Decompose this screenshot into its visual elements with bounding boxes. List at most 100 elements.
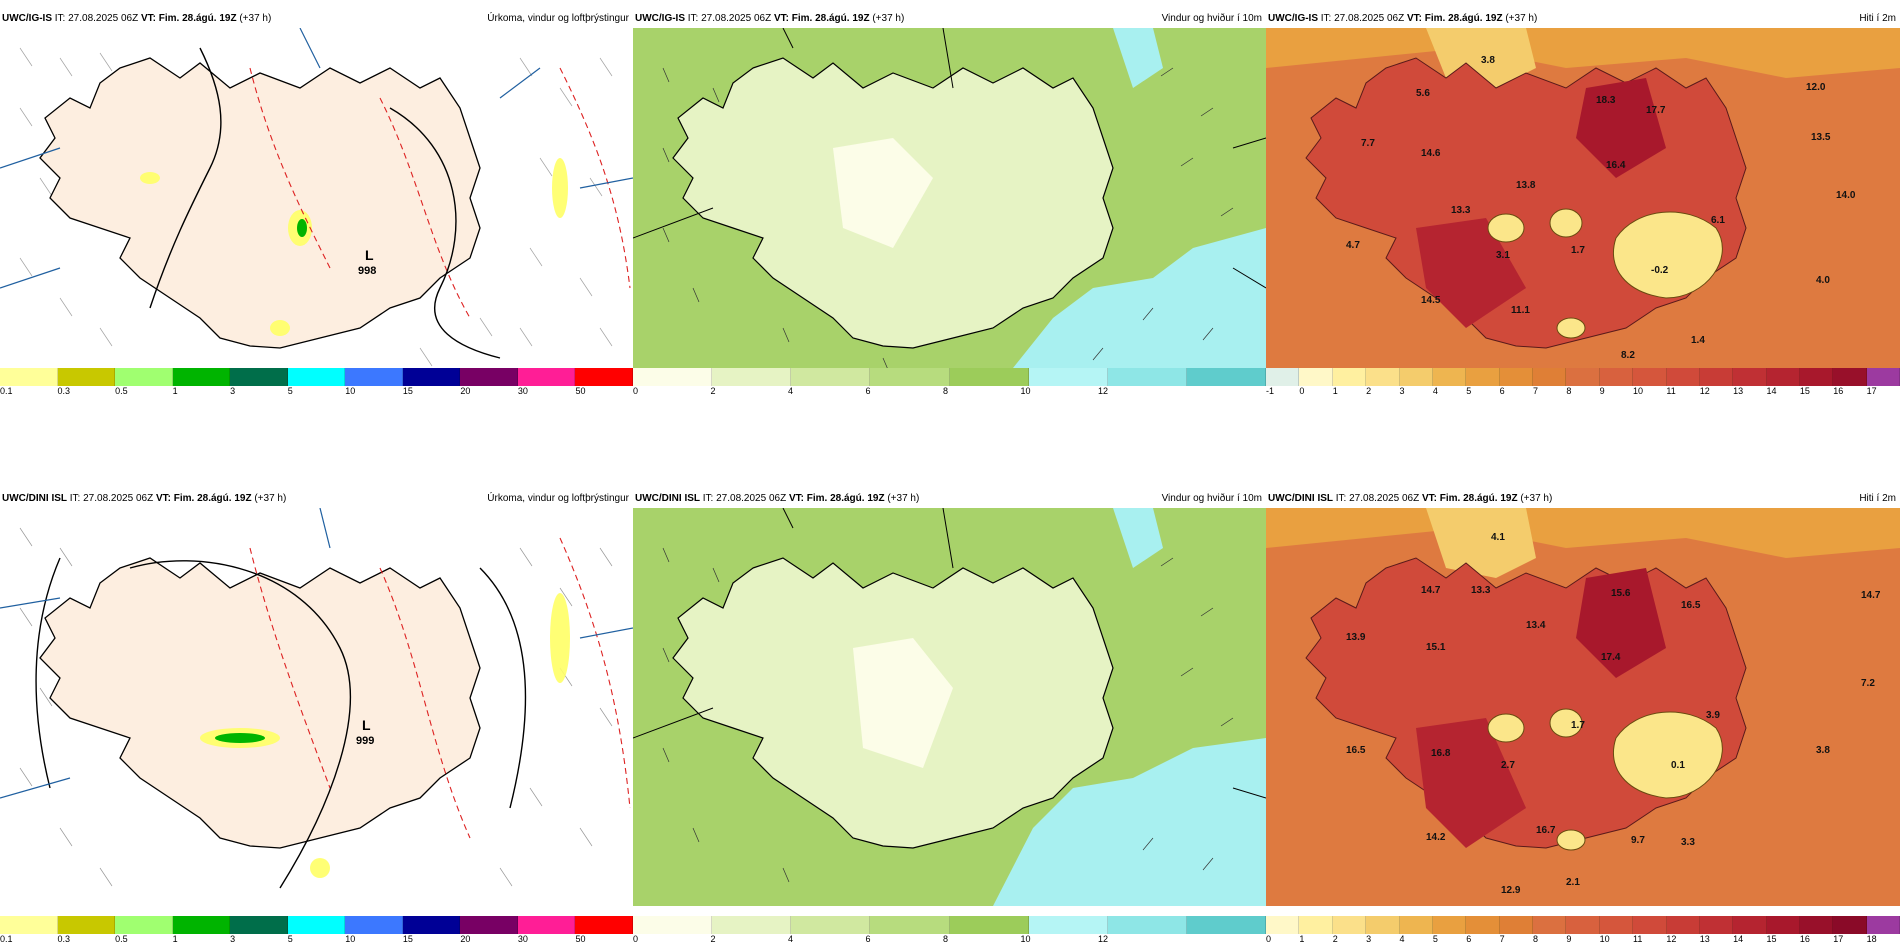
temp-map-svg: 4.1 14.7 13.3 15.6 16.5 14.7 13.4 13.9 15.1 17.4 7… — [1266, 508, 1900, 906]
panel-title: Hiti í 2m — [1859, 13, 1896, 24]
colorbar-tick-label: 6 — [1466, 934, 1472, 944]
temp-labels: 4.1 14.7 13.3 15.6 16.5 14.7 13.4 13.9 15.1 17.4 7… — [1346, 532, 1881, 896]
colorbar-swatch — [517, 916, 576, 934]
colorbar-swatch — [230, 916, 288, 934]
colorbar-swatch — [1266, 916, 1300, 934]
colorbar-swatch — [1432, 916, 1467, 934]
temperature-label: 14.0 — [1836, 190, 1856, 201]
panel-header: UWC/DINI ISL IT: 27.08.2025 06Z VT: Fim.… — [0, 490, 633, 508]
it-value: 27.08.2025 06Z — [701, 13, 772, 24]
temperature-label: 13.5 — [1811, 132, 1831, 143]
lead-time: (+37 h) — [254, 493, 287, 504]
colorbar-tick-label: 3 — [230, 934, 236, 944]
colorbar-tick-label: 5 — [287, 386, 293, 396]
temperature-label: 15.1 — [1426, 642, 1446, 653]
it-value: 27.08.2025 06Z — [68, 13, 139, 24]
colorbar-swatch — [345, 368, 403, 386]
colorbar-swatch — [1466, 368, 1500, 386]
colorbar-swatch — [633, 916, 713, 934]
colorbar-swatch — [575, 368, 634, 386]
wind-colorbar — [633, 916, 1266, 934]
colorbar-tick-label: 15 — [1799, 386, 1810, 396]
colorbar-tick-label: 2 — [1366, 386, 1372, 396]
colorbar-tick-label: 2 — [1332, 934, 1338, 944]
model-name: UWC/DINI ISL — [1268, 493, 1333, 504]
colorbar-swatch — [1766, 916, 1800, 934]
colorbar-swatch — [345, 916, 403, 934]
colorbar-tick-label: 12 — [1699, 386, 1710, 396]
temperature-label: 11.1 — [1511, 305, 1530, 316]
colorbar-swatch — [1366, 368, 1400, 386]
colorbar-swatch — [1466, 916, 1500, 934]
temperature-label: 15.6 — [1611, 588, 1631, 599]
colorbar-swatch — [1699, 916, 1734, 934]
colorbar-tick-label: 8 — [942, 934, 948, 944]
temperature-label: 13.3 — [1451, 205, 1471, 216]
temperature-label: 14.7 — [1861, 590, 1881, 601]
colorbar-swatch — [1800, 916, 1834, 934]
colorbar-tick-label: 30 — [517, 386, 528, 396]
colorbar-tick-label: 15 — [402, 386, 413, 396]
colorbar-swatch — [1533, 368, 1567, 386]
colorbar-tick-label: 9 — [1599, 386, 1605, 396]
temp-colorbar-ticks: -1012345678910111213141516171819 — [1266, 386, 1900, 398]
panel-header: UWC/IG-IS IT: 27.08.2025 06Z VT: Fim. 28… — [633, 10, 1266, 28]
colorbar-swatch — [287, 916, 346, 934]
colorbar-tick-label: 20 — [460, 386, 471, 396]
colorbar-tick-label: 0.5 — [115, 934, 128, 944]
colorbar-swatch — [1566, 916, 1600, 934]
temperature-label: 4.7 — [1346, 240, 1360, 251]
colorbar-tick-label: 9 — [1566, 934, 1572, 944]
temp-panel-row2: UWC/DINI ISL IT: 27.08.2025 06Z VT: Fim.… — [1266, 490, 1900, 950]
colorbar-tick-label: 50 — [575, 934, 586, 944]
temperature-label: 14.5 — [1421, 295, 1441, 306]
colorbar-swatch — [870, 368, 950, 386]
temperature-label: -0.2 — [1651, 265, 1669, 276]
colorbar-swatch — [460, 368, 518, 386]
colorbar-tick-label: 1 — [1299, 934, 1305, 944]
colorbar-swatch — [1432, 368, 1467, 386]
model-name: UWC/DINI ISL — [2, 493, 67, 504]
precip-map: L 998 — [0, 28, 633, 368]
vt-value: Fim. 28.ágú. 19Z — [1439, 493, 1518, 504]
temperature-label: 3.9 — [1706, 710, 1720, 721]
low-pressure-letter: L — [362, 717, 371, 733]
colorbar-swatch — [0, 368, 58, 386]
temperature-label: 17.7 — [1646, 105, 1666, 116]
colorbar-tick-label: 1 — [1332, 386, 1338, 396]
colorbar-tick-label: 0.3 — [57, 386, 71, 396]
temperature-label: 13.3 — [1471, 585, 1491, 596]
wind-panel-row2: UWC/DINI ISL IT: 27.08.2025 06Z VT: Fim.… — [633, 490, 1266, 950]
colorbar-tick-label: 10 — [1599, 934, 1610, 944]
colorbar-tick-label: 13 — [1699, 934, 1710, 944]
colorbar-swatch — [1366, 916, 1400, 934]
wind-map-svg — [633, 508, 1266, 906]
lead-time: (+37 h) — [1520, 493, 1553, 504]
temperature-label: 17.4 — [1601, 652, 1621, 663]
lead-time: (+37 h) — [1505, 13, 1538, 24]
temperature-label: 16.8 — [1431, 748, 1451, 759]
temp-colorbar — [1266, 916, 1900, 934]
it-label: IT: — [54, 13, 66, 24]
low-pressure-value: 998 — [358, 265, 376, 277]
colorbar-swatch — [460, 916, 518, 934]
vt-label: VT: — [155, 493, 171, 504]
panel-title: Úrkoma, vindur og loftþrýstingur — [487, 493, 629, 504]
colorbar-tick-label: 8 — [1566, 386, 1572, 396]
colorbar-tick-label: 5 — [1466, 386, 1472, 396]
model-name: UWC/IG-IS — [635, 13, 685, 24]
temp-colorbar — [1266, 368, 1900, 386]
temperature-label: 4.0 — [1816, 275, 1830, 286]
colorbar-tick-label: 12 — [1097, 934, 1108, 944]
colorbar-swatch — [1186, 916, 1266, 934]
colorbar-swatch — [172, 368, 231, 386]
colorbar-swatch — [1766, 368, 1800, 386]
colorbar-swatch — [1332, 368, 1367, 386]
it-value: 27.08.2025 06Z — [1349, 493, 1420, 504]
colorbar-swatch — [1499, 368, 1533, 386]
colorbar-swatch — [1866, 916, 1900, 934]
colorbar-swatch — [1666, 368, 1700, 386]
colorbar-swatch — [949, 368, 1029, 386]
temperature-label: 13.9 — [1346, 632, 1366, 643]
colorbar-swatch — [1332, 916, 1367, 934]
